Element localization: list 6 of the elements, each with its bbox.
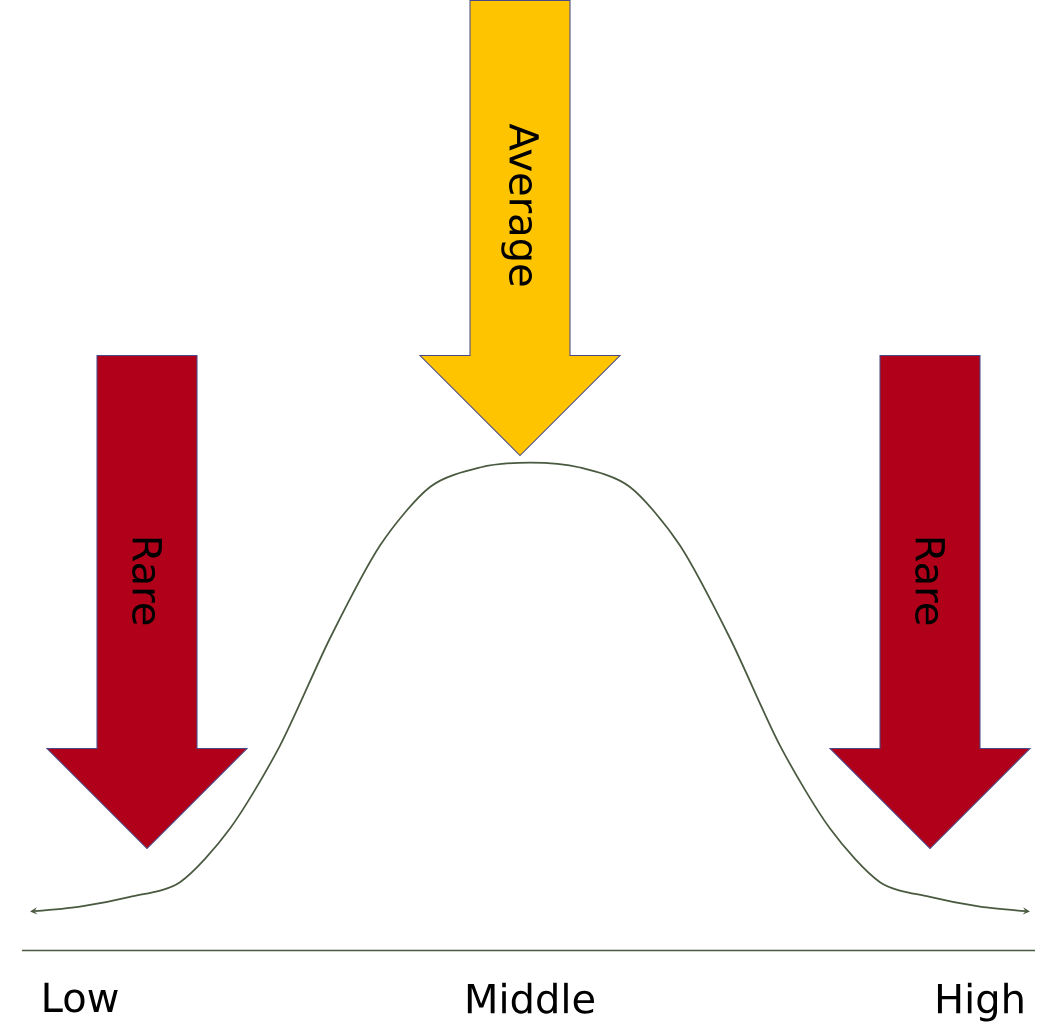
text: Average	[501, 123, 539, 286]
annotation: Rare	[915, 538, 945, 625]
x-tick-label: Low	[44, 982, 118, 1013]
x-tick-label: High	[937, 982, 1023, 1022]
annotation: Rare	[132, 538, 162, 625]
x-tick-label: Middle	[467, 982, 594, 1014]
